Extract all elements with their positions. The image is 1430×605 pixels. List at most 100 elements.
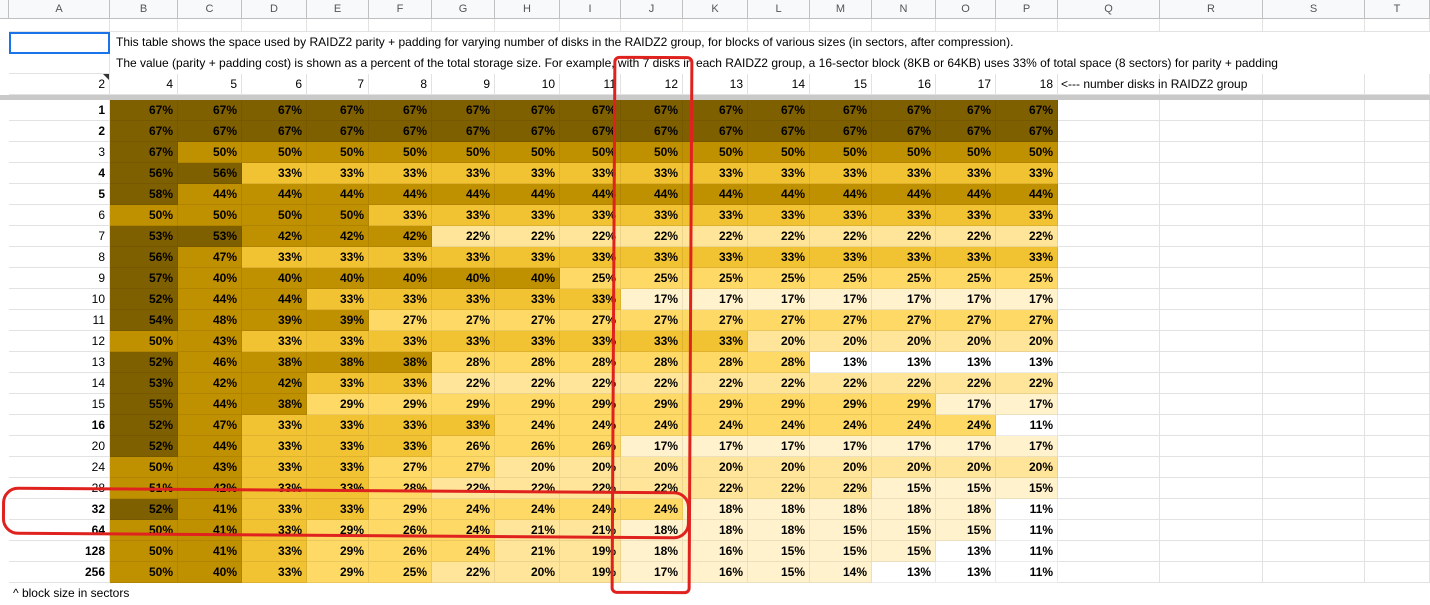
table-cell[interactable]: 18%: [936, 499, 996, 520]
sheet-cell[interactable]: [1058, 163, 1160, 184]
table-cell[interactable]: 33%: [748, 205, 810, 226]
table-cell[interactable]: 15%: [936, 478, 996, 499]
row-block-size[interactable]: 6: [9, 205, 110, 226]
table-cell[interactable]: 33%: [621, 331, 683, 352]
sheet-cell[interactable]: [1160, 310, 1263, 331]
table-cell[interactable]: 33%: [996, 205, 1058, 226]
table-cell[interactable]: 67%: [810, 100, 872, 121]
table-cell[interactable]: 22%: [748, 478, 810, 499]
sheet-cell[interactable]: [1263, 352, 1365, 373]
table-cell[interactable]: 11%: [996, 562, 1058, 583]
row-block-size[interactable]: 1: [9, 100, 110, 121]
row-block-size[interactable]: 2: [9, 121, 110, 142]
table-cell[interactable]: 18%: [621, 541, 683, 562]
table-cell[interactable]: 53%: [110, 226, 178, 247]
table-cell[interactable]: 52%: [110, 499, 178, 520]
table-cell[interactable]: 33%: [621, 205, 683, 226]
sheet-cell[interactable]: [1263, 268, 1365, 289]
sheet-cell[interactable]: [1058, 415, 1160, 436]
table-cell[interactable]: 22%: [872, 226, 936, 247]
table-cell[interactable]: 40%: [369, 268, 432, 289]
sheet-cell[interactable]: [1160, 352, 1263, 373]
table-cell[interactable]: 17%: [748, 436, 810, 457]
column-header-n[interactable]: N: [872, 0, 936, 19]
table-cell[interactable]: 44%: [178, 394, 242, 415]
table-cell[interactable]: 17%: [996, 394, 1058, 415]
table-cell[interactable]: 67%: [110, 142, 178, 163]
column-header-f[interactable]: F: [369, 0, 432, 19]
table-cell[interactable]: 18%: [683, 499, 748, 520]
table-cell[interactable]: 67%: [432, 100, 495, 121]
table-cell[interactable]: 50%: [683, 142, 748, 163]
table-cell[interactable]: 15%: [996, 478, 1058, 499]
sheet-cell[interactable]: [1365, 562, 1430, 583]
column-header-r[interactable]: R: [1160, 0, 1263, 19]
sheet-cell[interactable]: [996, 19, 1058, 32]
sheet-cell[interactable]: [1365, 520, 1430, 541]
table-cell[interactable]: 33%: [307, 373, 369, 394]
table-cell[interactable]: 38%: [242, 394, 307, 415]
table-cell[interactable]: 44%: [307, 184, 369, 205]
table-cell[interactable]: 13%: [872, 352, 936, 373]
sheet-cell[interactable]: [1160, 562, 1263, 583]
sheet-cell[interactable]: [1160, 541, 1263, 562]
sheet-cell[interactable]: [242, 19, 307, 32]
table-cell[interactable]: 27%: [621, 310, 683, 331]
sheet-cell[interactable]: [1263, 226, 1365, 247]
table-cell[interactable]: 24%: [936, 415, 996, 436]
table-cell[interactable]: 17%: [748, 289, 810, 310]
sheet-cell[interactable]: [1058, 352, 1160, 373]
sheet-cell[interactable]: [1365, 289, 1430, 310]
table-cell[interactable]: 42%: [242, 373, 307, 394]
table-cell[interactable]: 25%: [872, 268, 936, 289]
column-header-j[interactable]: J: [621, 0, 683, 19]
table-cell[interactable]: 13%: [936, 541, 996, 562]
table-cell[interactable]: 20%: [495, 457, 560, 478]
row-block-size[interactable]: 16: [9, 415, 110, 436]
sheet-cell[interactable]: [1160, 226, 1263, 247]
table-cell[interactable]: 20%: [560, 457, 621, 478]
table-cell[interactable]: 13%: [810, 352, 872, 373]
table-cell[interactable]: 17%: [621, 436, 683, 457]
table-cell[interactable]: 27%: [369, 457, 432, 478]
table-cell[interactable]: 67%: [495, 121, 560, 142]
table-cell[interactable]: 29%: [495, 394, 560, 415]
table-cell[interactable]: 41%: [178, 499, 242, 520]
table-cell[interactable]: 27%: [432, 457, 495, 478]
sheet-cell[interactable]: [1365, 310, 1430, 331]
table-cell[interactable]: 17%: [683, 289, 748, 310]
table-cell[interactable]: 33%: [560, 331, 621, 352]
table-cell[interactable]: 22%: [432, 478, 495, 499]
table-cell[interactable]: 22%: [872, 373, 936, 394]
table-cell[interactable]: 13%: [936, 562, 996, 583]
table-cell[interactable]: 33%: [683, 331, 748, 352]
sheet-cell[interactable]: [1160, 100, 1263, 121]
table-cell[interactable]: 67%: [996, 121, 1058, 142]
table-cell[interactable]: 14%: [810, 562, 872, 583]
sheet-cell[interactable]: [1058, 394, 1160, 415]
table-cell[interactable]: 67%: [560, 100, 621, 121]
table-cell[interactable]: 15%: [810, 541, 872, 562]
sheet-cell[interactable]: [1058, 541, 1160, 562]
table-cell[interactable]: 20%: [936, 457, 996, 478]
sheet-cell[interactable]: [1365, 74, 1430, 95]
table-cell[interactable]: 67%: [621, 100, 683, 121]
table-cell[interactable]: 21%: [560, 520, 621, 541]
row-block-size[interactable]: 14: [9, 373, 110, 394]
table-cell[interactable]: 33%: [432, 331, 495, 352]
sheet-cell[interactable]: [1160, 184, 1263, 205]
table-cell[interactable]: 46%: [178, 352, 242, 373]
table-cell[interactable]: 24%: [560, 499, 621, 520]
column-header-b[interactable]: B: [110, 0, 178, 19]
table-cell[interactable]: 67%: [936, 100, 996, 121]
table-cell[interactable]: 17%: [936, 394, 996, 415]
sheet-cell[interactable]: [432, 19, 495, 32]
sheet-cell[interactable]: [560, 19, 621, 32]
table-cell[interactable]: 50%: [110, 541, 178, 562]
sheet-cell[interactable]: [9, 19, 110, 32]
row-block-size[interactable]: 11: [9, 310, 110, 331]
sheet-cell[interactable]: [1160, 163, 1263, 184]
sheet-cell[interactable]: [1160, 520, 1263, 541]
table-cell[interactable]: 22%: [810, 478, 872, 499]
table-cell[interactable]: 67%: [621, 121, 683, 142]
